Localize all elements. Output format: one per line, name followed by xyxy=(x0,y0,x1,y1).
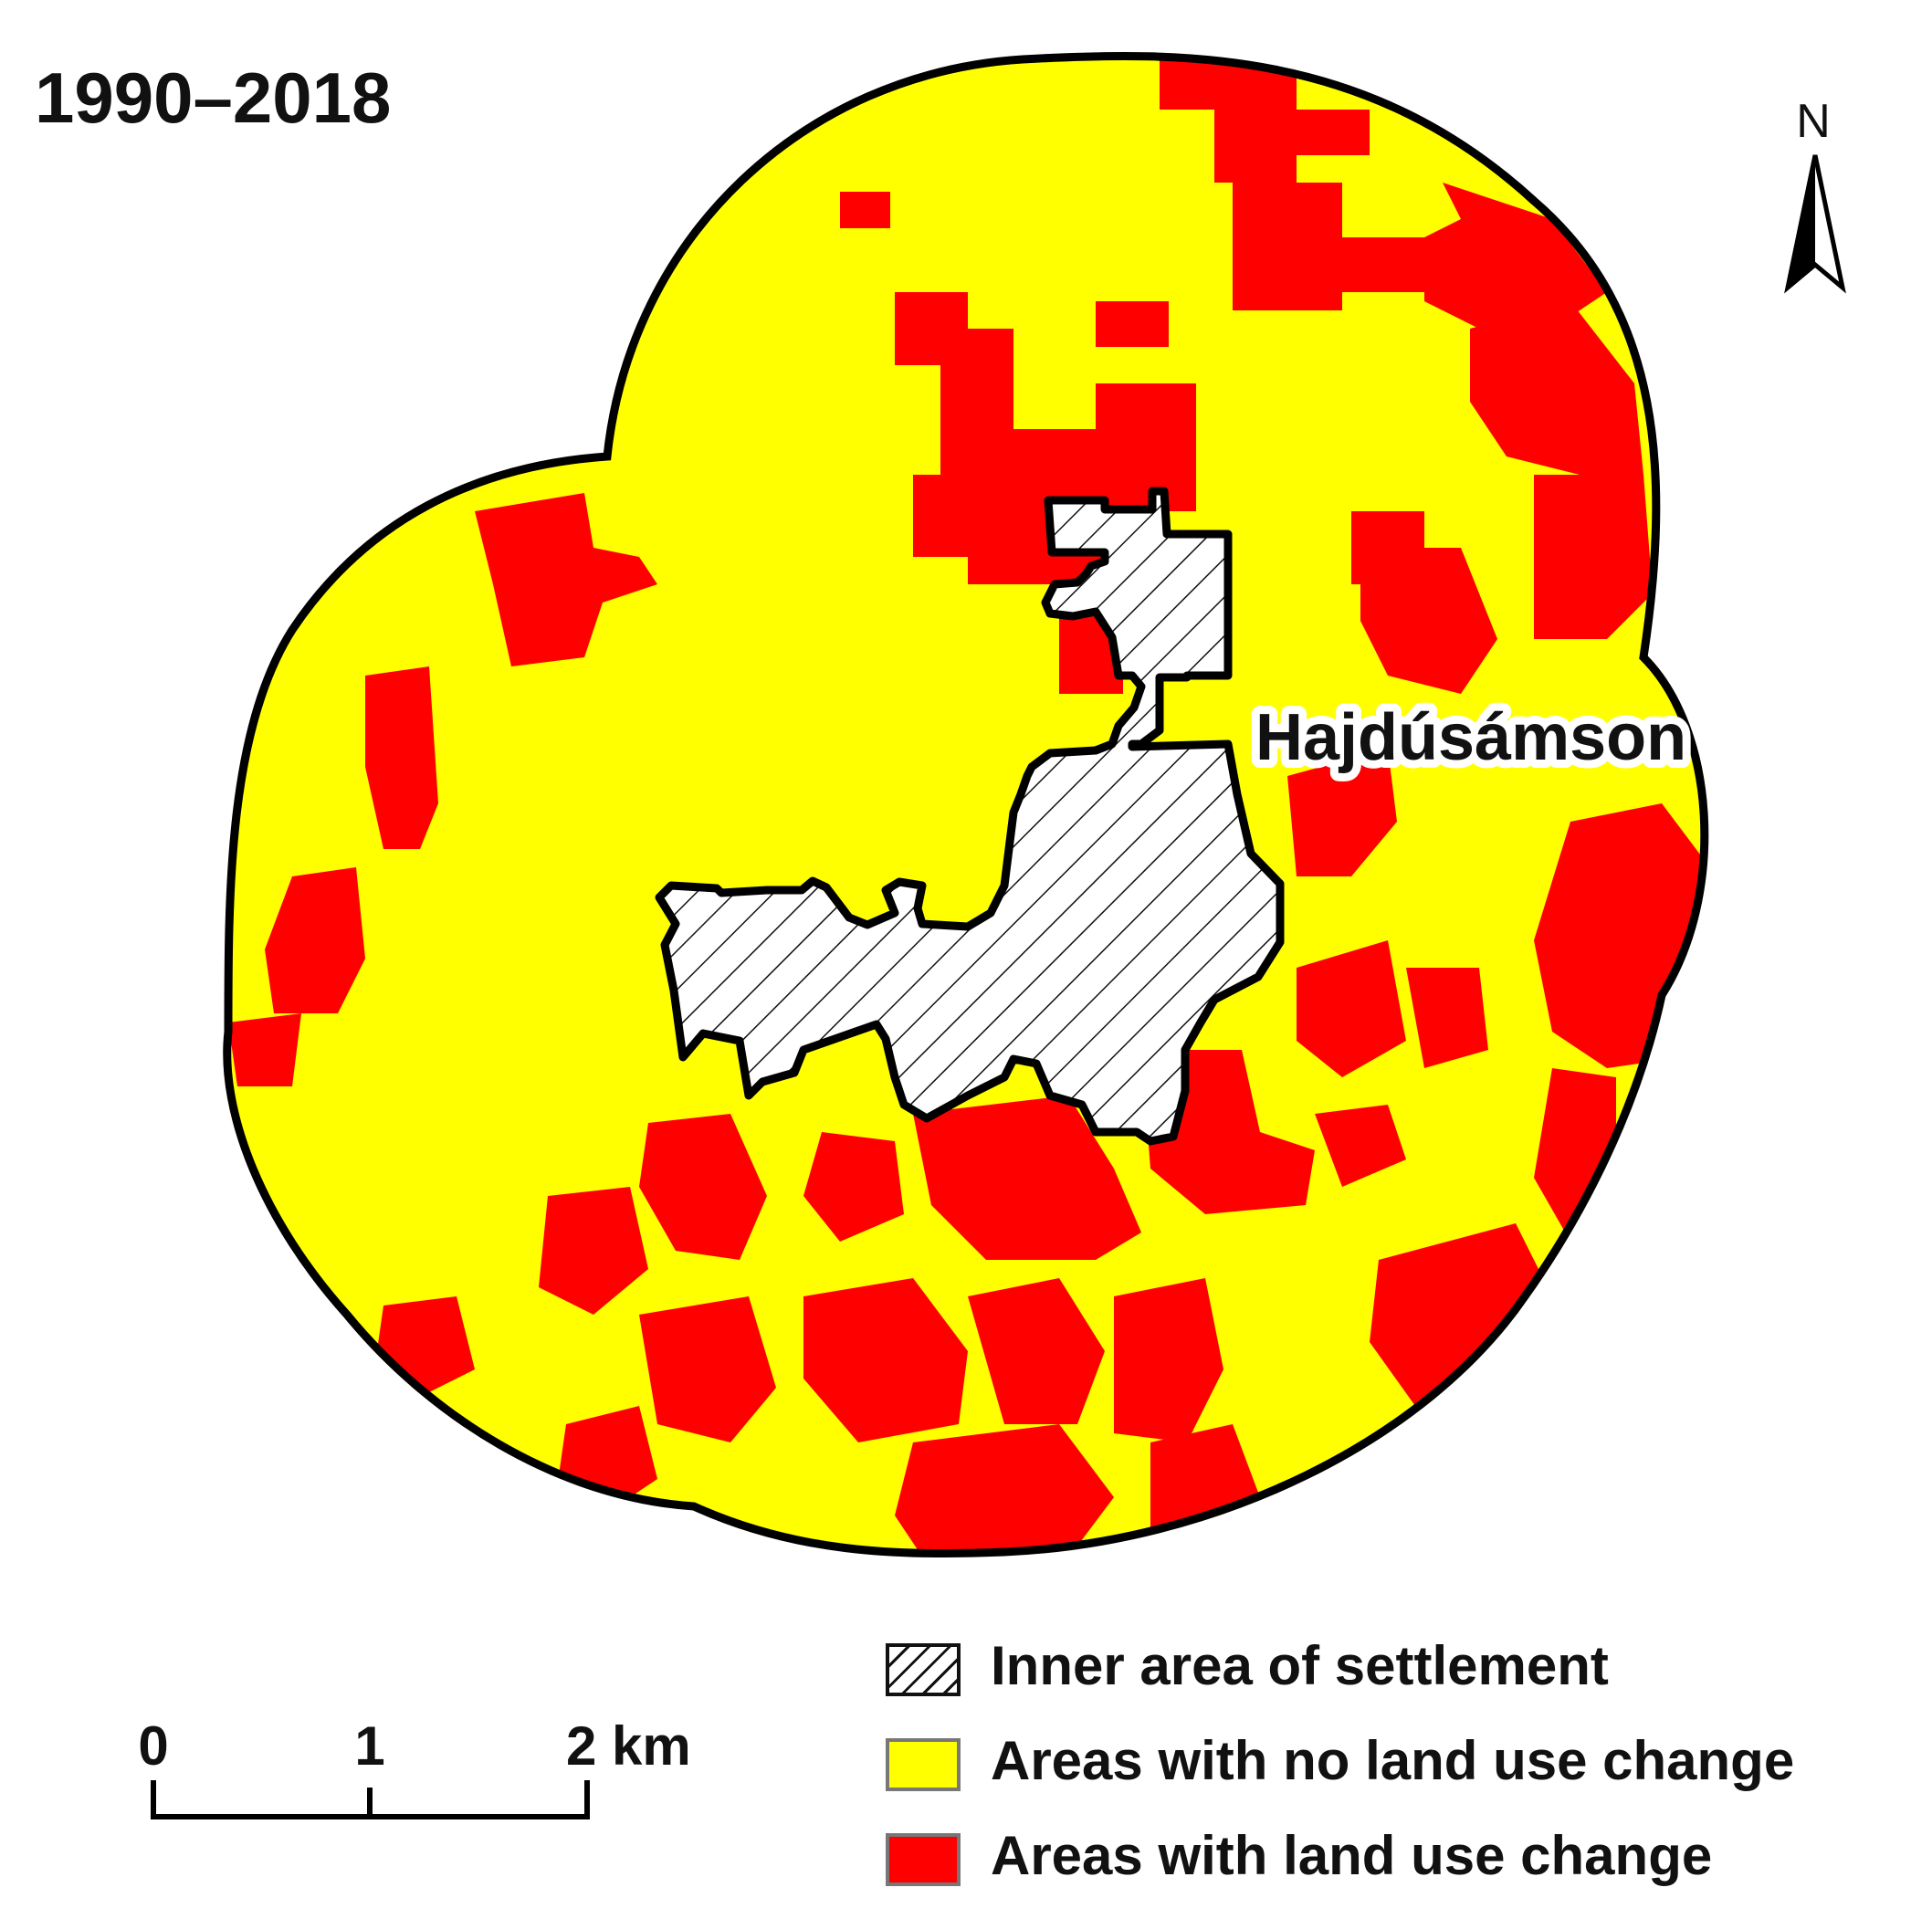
legend-label: Inner area of settlement xyxy=(991,1635,1609,1696)
buffer-zone xyxy=(223,51,1709,1558)
settlement-label: Hajdúsámson xyxy=(1255,701,1686,774)
north-arrow: N xyxy=(1784,95,1846,294)
inner-area-of-settlement xyxy=(655,487,1285,1146)
scale-tick-0: 0 xyxy=(138,1715,168,1777)
scale-tick-1: 1 xyxy=(354,1715,384,1777)
legend-label: Areas with no land use change xyxy=(991,1730,1795,1791)
scale-bar: 0 1 2 km xyxy=(138,1715,691,1819)
legend-swatch-yellow xyxy=(886,1738,961,1791)
no-change-area xyxy=(226,56,1705,1554)
scale-tick-2: 2 km xyxy=(566,1715,691,1777)
legend-swatch-hatch xyxy=(886,1643,961,1696)
buffer-boundary xyxy=(223,51,1709,1558)
legend-label: Areas with land use change xyxy=(991,1825,1713,1886)
map-title: 1990–2018 xyxy=(35,58,392,138)
legend-swatch-red xyxy=(886,1833,961,1886)
scale-bar-line xyxy=(151,1780,590,1819)
north-arrow-label: N xyxy=(1796,95,1831,148)
